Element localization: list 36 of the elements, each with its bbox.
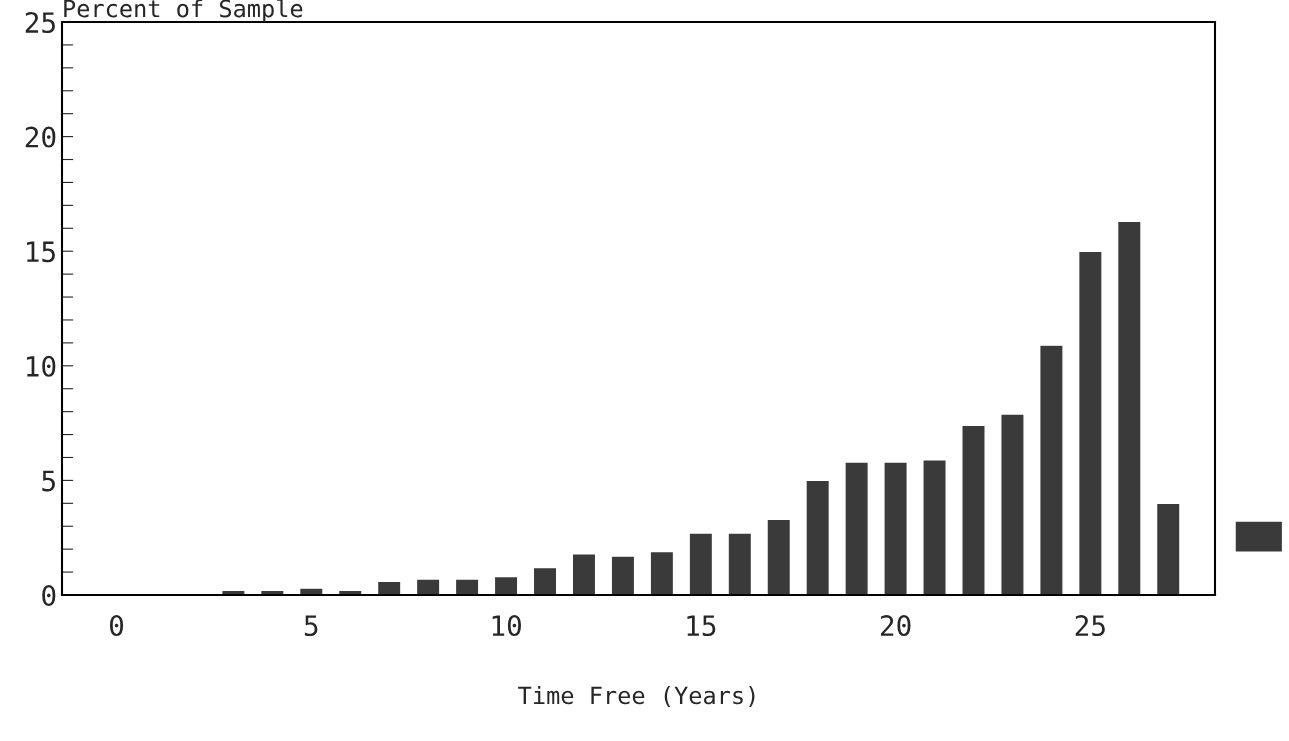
bar xyxy=(298,587,324,595)
y-tick-label: 10 xyxy=(27,355,56,377)
x-tick-label: 5 xyxy=(304,615,318,637)
bar xyxy=(1039,344,1064,595)
bar xyxy=(922,459,947,595)
x-tick-label: 10 xyxy=(492,615,521,637)
y-tick-label: 15 xyxy=(27,241,55,263)
bar xyxy=(1155,502,1181,595)
y-tick-label: 0 xyxy=(42,585,56,607)
x-axis-title: Time Free (Years) xyxy=(518,686,755,708)
bar xyxy=(844,461,870,595)
x-tick-label: 0 xyxy=(109,615,124,637)
bar xyxy=(766,518,792,595)
x-tick-label: 20 xyxy=(880,615,911,637)
bar xyxy=(883,461,908,595)
bar xyxy=(610,555,636,595)
bar xyxy=(571,553,597,595)
bar xyxy=(454,578,480,595)
bar xyxy=(493,575,519,595)
y-tick-label: 25 xyxy=(25,12,55,34)
bar xyxy=(1000,413,1025,595)
bar xyxy=(961,424,986,595)
bar xyxy=(649,550,675,595)
x-tick-label: 25 xyxy=(1075,615,1105,637)
bar xyxy=(1116,220,1142,595)
bar xyxy=(415,578,441,595)
y-axis-title: Percent of Sample xyxy=(64,0,303,22)
x-tick-label: 15 xyxy=(687,615,716,637)
bar xyxy=(376,580,402,595)
bar xyxy=(532,566,558,595)
y-tick-label: 20 xyxy=(25,126,56,148)
bar xyxy=(727,532,753,595)
bar xyxy=(1077,250,1103,595)
bar xyxy=(688,532,714,595)
y-tick-label: 5 xyxy=(42,470,55,492)
bar xyxy=(805,479,831,595)
